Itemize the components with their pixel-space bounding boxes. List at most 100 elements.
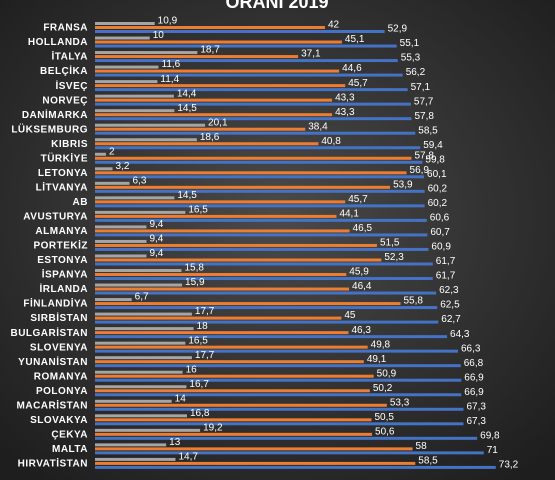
bar (95, 142, 319, 146)
bar (95, 341, 186, 345)
bar (95, 127, 306, 131)
value-label: 53,9 (393, 179, 413, 190)
bar (95, 175, 425, 179)
bar (95, 277, 433, 281)
value-label: 6,3 (132, 175, 146, 186)
value-label: 16,7 (189, 379, 209, 390)
value-label: 42 (328, 20, 340, 31)
category-label: NORVEÇ (42, 95, 88, 106)
bar (95, 146, 421, 150)
bar (95, 94, 174, 98)
value-label: 43,3 (335, 107, 355, 118)
category-label: HOLLANDA (28, 37, 88, 48)
bar (95, 262, 433, 266)
bar (95, 152, 106, 156)
value-label: 60,6 (430, 213, 450, 224)
value-label: 61,7 (436, 271, 456, 282)
bar (95, 432, 373, 436)
bar (95, 356, 192, 360)
category-label: POLONYA (36, 386, 88, 397)
bar (95, 378, 462, 382)
value-label: 55,1 (400, 38, 420, 49)
value-label: 69,8 (480, 430, 500, 441)
bar (95, 320, 439, 324)
value-label: 14,5 (177, 190, 197, 201)
category-label: SLOVAKYA (30, 415, 88, 426)
bar (95, 214, 337, 218)
value-label: 66,9 (464, 387, 484, 398)
value-label: 62,5 (440, 300, 460, 311)
value-label: 9,4 (149, 219, 163, 230)
value-label: 56,9 (410, 165, 430, 176)
value-label: 16,8 (190, 408, 210, 419)
value-label: 50,9 (377, 368, 397, 379)
bar (95, 422, 464, 426)
category-label: FİNLANDİYA (23, 297, 88, 310)
bar (95, 399, 172, 403)
bar (95, 312, 192, 316)
category-label: LİTVANYA (36, 180, 88, 193)
value-label: 45 (344, 310, 356, 321)
category-label: LETONYA (38, 168, 88, 179)
bar (95, 102, 411, 106)
bar (95, 225, 147, 229)
bar (95, 465, 496, 469)
value-label: 57,7 (414, 96, 434, 107)
category-label: BELÇİKA (40, 64, 88, 77)
bar (95, 403, 387, 407)
bar (95, 156, 412, 160)
bar (95, 160, 423, 164)
value-label: 55,3 (401, 53, 421, 64)
category-label: PORTEKİZ (33, 239, 88, 252)
bar (95, 117, 412, 121)
bar (95, 22, 155, 25)
value-label: 10 (153, 30, 165, 41)
bar (95, 302, 401, 306)
category-label: ÇEKYA (51, 429, 88, 440)
category-label: FRANSA (43, 23, 88, 34)
bar (95, 88, 408, 92)
bar (95, 30, 385, 33)
bar (95, 291, 437, 295)
bar (95, 447, 413, 451)
bar (95, 364, 461, 368)
value-label: 13 (169, 437, 181, 448)
bar (95, 109, 175, 113)
category-label: İTALYA (51, 50, 88, 63)
value-label: 45,7 (348, 194, 368, 205)
bar (95, 196, 175, 200)
category-label: İRLANDA (40, 282, 89, 295)
bar (95, 65, 159, 69)
bar (95, 44, 397, 48)
bar (95, 69, 340, 73)
value-label: 51,5 (380, 238, 400, 249)
bar (95, 349, 458, 353)
value-label: 67,3 (466, 401, 486, 412)
bar (95, 210, 186, 214)
bar (95, 269, 182, 273)
category-label: İSVEÇ (55, 79, 88, 92)
category-label: LÜKSEMBURG (11, 122, 88, 135)
bar (95, 457, 176, 461)
value-label: 2 (109, 146, 115, 157)
value-label: 46,4 (352, 281, 372, 292)
value-label: 16 (186, 364, 198, 375)
bar (95, 389, 370, 393)
value-label: 9,4 (149, 248, 163, 259)
bar (95, 167, 113, 171)
value-label: 53,3 (390, 397, 410, 408)
category-label: İSPANYA (42, 268, 88, 281)
value-label: 43,3 (335, 92, 355, 103)
value-label: 61,7 (436, 256, 456, 267)
category-label: DANİMARKA (22, 108, 88, 121)
bar (95, 40, 342, 44)
bar (95, 254, 147, 258)
value-label: 73,2 (499, 460, 519, 471)
bar (95, 204, 425, 208)
bar (95, 345, 368, 349)
bar (95, 451, 484, 455)
value-label: 59,8 (425, 154, 445, 165)
value-label: 11,6 (162, 59, 181, 70)
value-label: 66,9 (464, 372, 484, 383)
category-label: MALTA (52, 444, 88, 455)
